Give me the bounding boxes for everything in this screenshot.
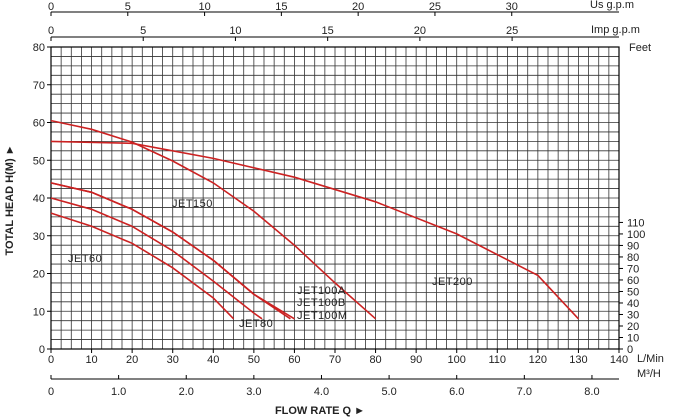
m3h-tick-label: 8.0 (584, 386, 599, 398)
x-tick-label: 100 (448, 354, 466, 366)
x-tick-label: 130 (569, 354, 587, 366)
m3h-tick-label: 6.0 (449, 386, 464, 398)
us-gpm-tick-label: 30 (506, 1, 518, 13)
x-tick-label: 20 (126, 354, 138, 366)
feet-tick-label: 30 (627, 309, 639, 321)
imp-gpm-tick-label: 10 (229, 25, 241, 37)
curve-jet100b (50, 182, 295, 320)
m3h-tick-label: 1.0 (111, 386, 126, 398)
feet-tick-label: 80 (627, 252, 639, 264)
y-tick-label: 60 (33, 118, 45, 130)
top-unit-imp-label: Imp g.p.m (591, 24, 640, 36)
x-tick-label: 40 (207, 354, 219, 366)
x-tick-label: 50 (248, 354, 260, 366)
y-tick-label: 40 (33, 193, 45, 205)
feet-tick-label: 90 (627, 240, 639, 252)
us-gpm-tick-label: 20 (352, 1, 364, 13)
feet-tick-label: 10 (627, 332, 639, 344)
x2-unit-label: M³/H (637, 368, 661, 380)
curve-label-jet100a: JET100A (297, 285, 346, 297)
right-unit-label: Feet (629, 42, 651, 54)
y-tick-label: 30 (33, 231, 45, 243)
x-tick-label: 10 (85, 354, 97, 366)
tick-labels: 0 10 20 30 40 50 60 70 80 90 100 110 120 130 140010203… (33, 1, 646, 398)
x-tick-label: 90 (410, 354, 422, 366)
curve-label-jet80: JET80 (239, 318, 273, 330)
imp-gpm-tick-label: 5 (140, 25, 146, 37)
chart-grid (50, 46, 620, 350)
imp-gpm-tick-label: 20 (414, 25, 426, 37)
x-tick-label: 70 (329, 354, 341, 366)
y-tick-label: 70 (33, 80, 45, 92)
x-tick-label: 0 (48, 354, 54, 366)
performance-curves (50, 119, 579, 320)
curve-jet100m (50, 182, 291, 320)
m3h-tick-label: 4.0 (314, 386, 329, 398)
us-gpm-tick-label: 15 (275, 1, 287, 13)
feet-tick-label: 100 (627, 229, 645, 241)
imp-gpm-tick-label: 0 (48, 25, 54, 37)
x-unit-label: L/Min (637, 353, 664, 365)
curve-label-jet200: JET200 (432, 276, 473, 288)
x-axis-title: FLOW RATE Q ► (275, 405, 365, 417)
curve-label-jet60: JET60 (68, 253, 102, 265)
feet-tick-label: 70 (627, 263, 639, 275)
imp-gpm-tick-label: 15 (322, 25, 334, 37)
m3h-tick-label: 7.0 (517, 386, 532, 398)
feet-tick-label: 0 (627, 344, 633, 356)
x-tick-label: 140 (610, 354, 628, 366)
y-tick-label: 80 (33, 42, 45, 54)
y-tick-label: 20 (33, 269, 45, 281)
feet-tick-label: 20 (627, 321, 639, 333)
curve-jet80 (50, 197, 263, 320)
us-gpm-tick-label: 25 (429, 1, 441, 13)
feet-tick-label: 40 (627, 298, 639, 310)
us-gpm-tick-label: 0 (48, 1, 54, 13)
curve-jet150 (50, 140, 579, 320)
m3h-tick-label: 5.0 (381, 386, 396, 398)
x-tick-label: 120 (529, 354, 547, 366)
feet-tick-label: 50 (627, 286, 639, 298)
x-tick-label: 30 (167, 354, 179, 366)
m3h-tick-label: 0 (48, 386, 54, 398)
curve-label-jet150: JET150 (172, 198, 213, 210)
y-tick-label: 0 (39, 344, 45, 356)
x-tick-label: 110 (489, 354, 507, 366)
us-gpm-tick-label: 10 (198, 1, 210, 13)
x-tick-label: 80 (369, 354, 381, 366)
y-axis-title: TOTAL HEAD H(M) ► (4, 144, 16, 255)
us-gpm-tick-label: 5 (125, 1, 131, 13)
curve-jet100a (50, 119, 377, 320)
m3h-tick-label: 2.0 (179, 386, 194, 398)
imp-gpm-tick-label: 25 (506, 25, 518, 37)
feet-tick-label: 110 (627, 217, 645, 229)
curve-jet60 (50, 212, 235, 320)
top-unit-us-label: Us g.p.m (590, 0, 634, 11)
x-tick-label: 60 (288, 354, 300, 366)
feet-tick-label: 60 (627, 275, 639, 287)
m3h-tick-label: 3.0 (246, 386, 261, 398)
curve-label-jet100b: JET100B (297, 297, 346, 309)
y-tick-label: 50 (33, 155, 45, 167)
curve-label-jet100m: JET100M (297, 310, 348, 322)
y-tick-label: 10 (33, 306, 45, 318)
